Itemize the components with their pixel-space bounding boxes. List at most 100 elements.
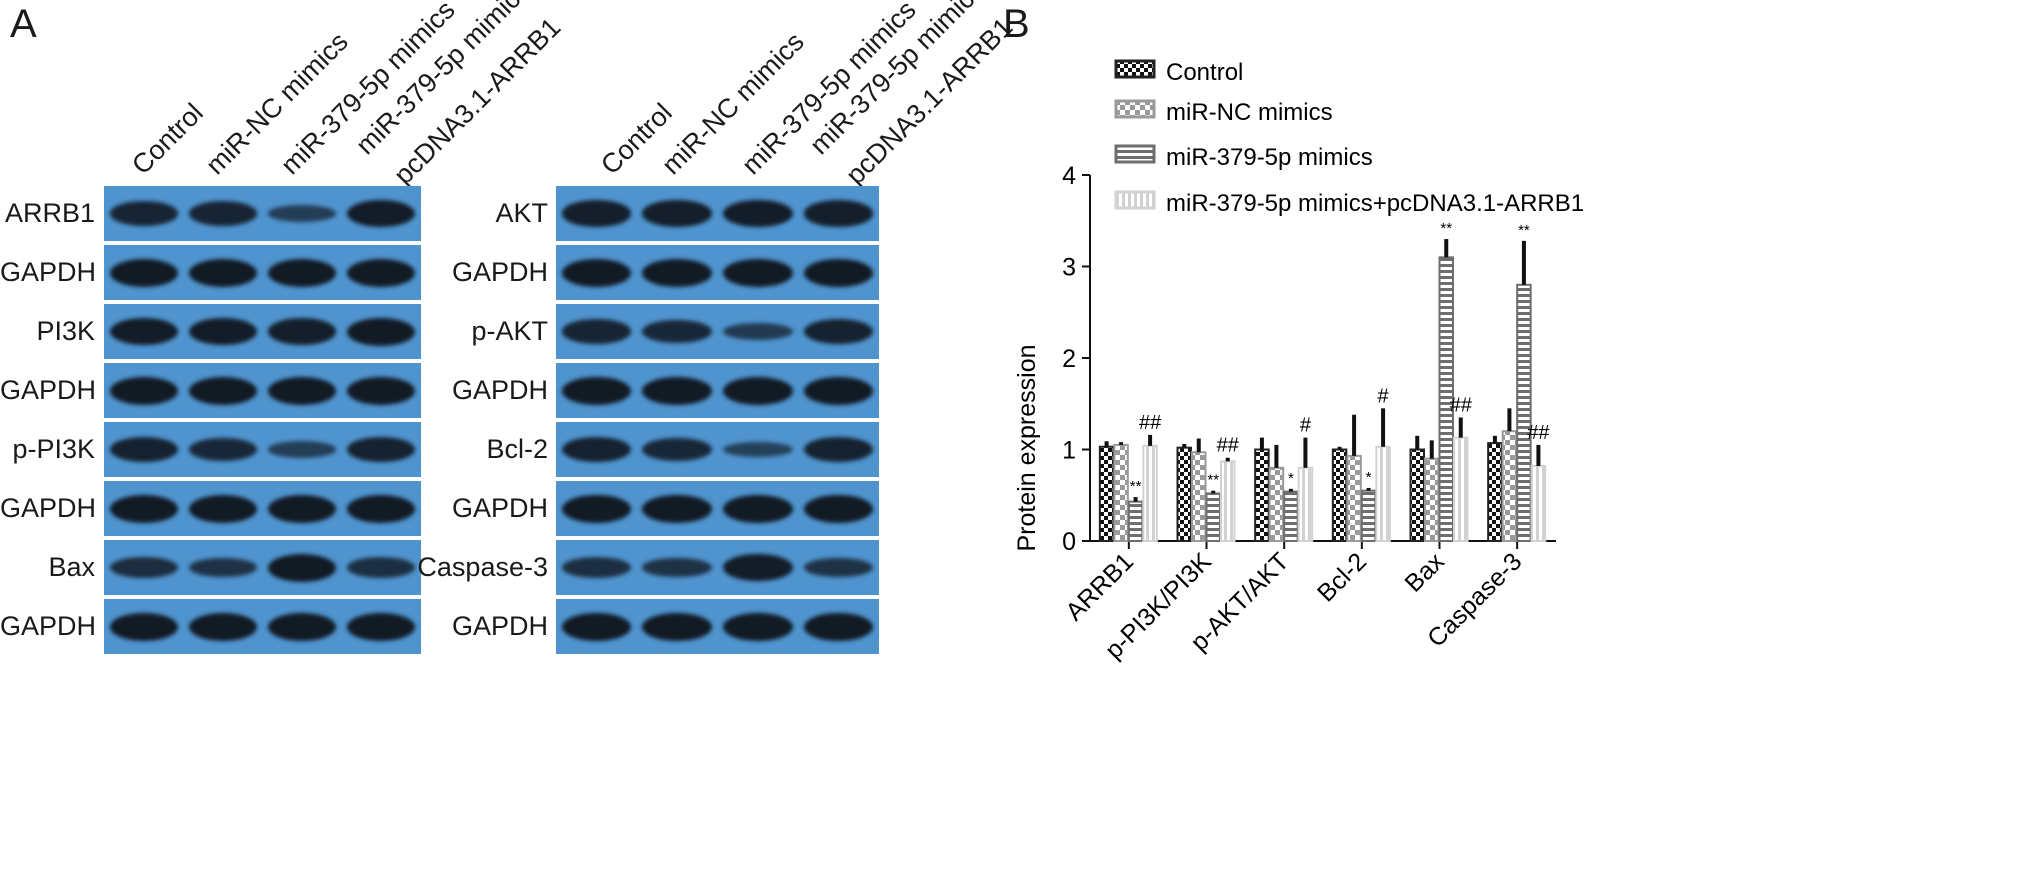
significance-label: ## xyxy=(1217,435,1240,457)
significance-label: # xyxy=(1378,385,1390,407)
y-tick-label: 0 xyxy=(1062,528,1076,556)
blot_right-band xyxy=(642,557,712,578)
bar xyxy=(1205,492,1221,543)
blot_right-band xyxy=(803,376,874,405)
blot_right-row-label: GAPDH xyxy=(451,375,548,405)
significance-label: ** xyxy=(1518,222,1530,239)
significance-label: * xyxy=(1288,470,1294,487)
bar xyxy=(1360,489,1377,542)
blot_left-band xyxy=(347,612,416,641)
blot_right-band xyxy=(642,494,712,523)
blot_left-blot-strip xyxy=(104,304,421,359)
blot_right-band xyxy=(561,376,632,405)
blot_right-band xyxy=(723,441,793,458)
blot_right-band xyxy=(642,319,712,344)
blot_left-row-label: GAPDH xyxy=(0,611,97,641)
blot_right-band xyxy=(561,557,632,578)
blot_left-band xyxy=(109,612,178,641)
blot_left-band xyxy=(188,494,257,523)
bar xyxy=(1516,283,1532,542)
blot_right-row-label: GAPDH xyxy=(451,493,548,523)
blot_right-band xyxy=(561,258,632,287)
bar xyxy=(1409,448,1425,542)
y-tick-label: 1 xyxy=(1062,437,1076,465)
blot_left-row-label: PI3K xyxy=(36,316,95,346)
blot_left-blot-strip xyxy=(104,245,421,300)
blot_right-band xyxy=(803,200,874,227)
blot_left-band xyxy=(268,494,337,523)
blot_left-band xyxy=(109,556,178,579)
significance-label: ## xyxy=(1450,394,1473,416)
blot_left-band xyxy=(268,205,337,222)
blot_left-band xyxy=(109,201,178,226)
blot_right-blot-strip xyxy=(556,481,879,536)
blot_right-blot-strip xyxy=(556,599,879,654)
x-tick-label: Bcl-2 xyxy=(1312,547,1372,607)
bar xyxy=(1142,444,1158,542)
blot_left-band xyxy=(268,553,337,582)
blot_right-band xyxy=(561,612,632,641)
blot_left-band xyxy=(347,557,416,578)
blot_left-band xyxy=(347,436,416,463)
bar xyxy=(1375,445,1391,543)
blot_right-band xyxy=(723,376,793,405)
panel-label-b: B xyxy=(1003,2,1030,46)
blot_left-row-label: GAPDH xyxy=(0,375,97,405)
blot_right-band xyxy=(642,258,712,287)
y-axis-label: Protein expression xyxy=(1013,344,1041,551)
blot_right-blot-strip xyxy=(556,245,879,300)
blot_left-band xyxy=(347,494,416,523)
blot_left-band xyxy=(188,612,257,641)
blot_left-band xyxy=(188,376,257,405)
x-tick-label: ARRB1 xyxy=(1060,547,1139,626)
y-tick-label: 3 xyxy=(1062,254,1076,282)
blot_left-band xyxy=(109,376,178,405)
significance-label: ** xyxy=(1207,472,1219,489)
bar xyxy=(1453,436,1469,543)
bar xyxy=(1297,466,1314,542)
bar xyxy=(1501,430,1518,543)
blot_right-row-label: AKT xyxy=(495,198,548,228)
blot_right-band xyxy=(723,199,793,228)
bar xyxy=(1254,448,1270,542)
x-tick-label: Bax xyxy=(1399,547,1450,598)
bar xyxy=(1487,442,1503,542)
blot_left-band xyxy=(188,258,257,287)
y-tick-label: 2 xyxy=(1062,345,1076,373)
blot_right-band xyxy=(803,494,874,523)
significance-label: ## xyxy=(1527,422,1550,444)
blot_left-band xyxy=(347,317,416,346)
legend-swatch xyxy=(1114,59,1156,79)
bar xyxy=(1424,457,1440,542)
blot_left-band xyxy=(188,437,257,462)
blot_left-blot-strip xyxy=(104,363,421,418)
blot_left-band xyxy=(268,376,337,405)
significance-label: * xyxy=(1366,469,1372,486)
blot_right-row-label: Caspase-3 xyxy=(417,552,548,582)
y-tick-label: 4 xyxy=(1062,162,1076,190)
blot_right-row-label: p-AKT xyxy=(471,316,548,346)
blot_left-band xyxy=(109,258,178,287)
blot_right-band xyxy=(723,612,793,641)
blot_right-band xyxy=(561,319,632,344)
blot_right-blot-strip xyxy=(556,304,879,359)
blot_left-band xyxy=(268,441,337,458)
blot_right-row-label: GAPDH xyxy=(451,257,548,287)
blot_right-band xyxy=(642,200,712,227)
blot_right-band xyxy=(803,436,874,463)
legend-swatch xyxy=(1114,99,1156,119)
blot_right-blot-strip xyxy=(556,363,879,418)
blot_right-band xyxy=(723,553,793,582)
blot_left-blot-strip xyxy=(104,186,421,241)
blot_left-blot-strip xyxy=(104,422,421,477)
blot_left-band xyxy=(347,376,416,405)
blot_right-band xyxy=(642,376,712,405)
blot_right-band xyxy=(803,258,874,287)
blot_left-band xyxy=(347,199,416,228)
blot_right-row-label: Bcl-2 xyxy=(486,434,548,464)
blot_left-blot-strip xyxy=(104,599,421,654)
significance-label: ** xyxy=(1440,220,1452,237)
blot_left-band xyxy=(109,494,178,523)
blot_left-band xyxy=(268,318,337,345)
